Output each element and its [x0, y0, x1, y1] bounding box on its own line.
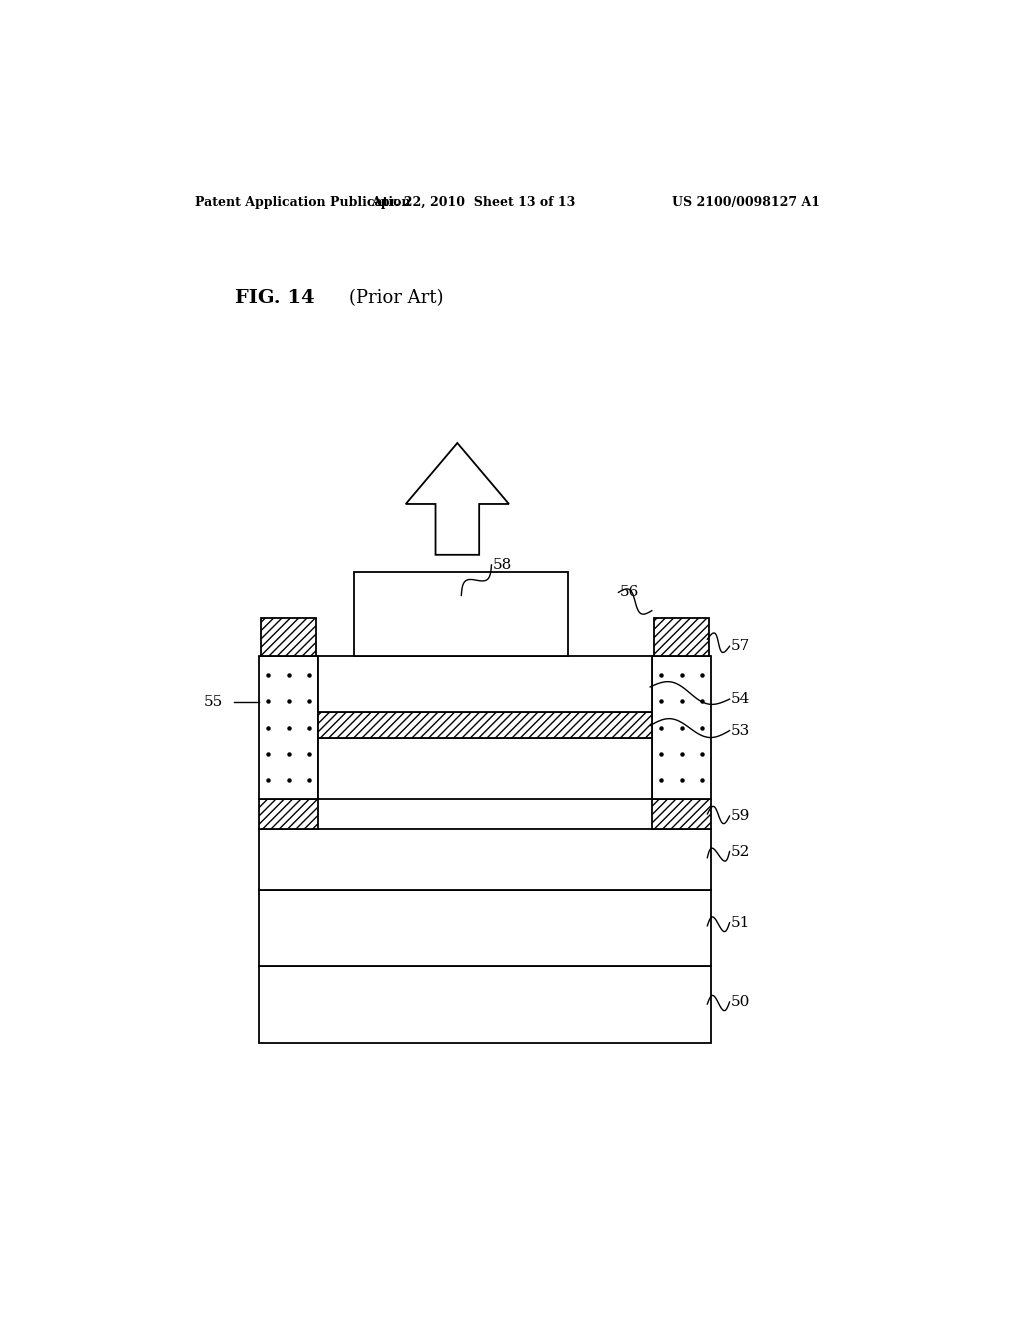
Bar — [318, 656, 652, 713]
Text: (Prior Art): (Prior Art) — [348, 289, 443, 306]
Text: 50: 50 — [731, 995, 751, 1008]
Bar — [259, 890, 712, 966]
Bar — [259, 829, 712, 890]
Text: 58: 58 — [494, 558, 512, 572]
Bar — [354, 572, 568, 656]
Text: 51: 51 — [731, 916, 751, 929]
Text: 57: 57 — [731, 639, 751, 653]
Bar — [259, 966, 712, 1043]
Bar — [259, 799, 318, 829]
Text: Apr. 22, 2010  Sheet 13 of 13: Apr. 22, 2010 Sheet 13 of 13 — [371, 195, 575, 209]
Text: 59: 59 — [731, 809, 751, 822]
Bar — [318, 713, 652, 738]
Bar — [652, 799, 712, 829]
Text: US 2100/0098127 A1: US 2100/0098127 A1 — [672, 195, 819, 209]
Bar — [654, 618, 709, 656]
Text: 55: 55 — [204, 696, 222, 709]
Text: 53: 53 — [731, 723, 751, 738]
Text: 56: 56 — [620, 585, 639, 599]
Text: Patent Application Publication: Patent Application Publication — [196, 195, 411, 209]
Text: 54: 54 — [731, 692, 751, 706]
Bar — [261, 618, 316, 656]
Bar — [259, 656, 318, 799]
Polygon shape — [406, 444, 509, 554]
Text: 52: 52 — [731, 845, 751, 858]
Bar — [318, 738, 652, 799]
Bar — [652, 656, 712, 799]
Text: FIG. 14: FIG. 14 — [236, 289, 314, 306]
